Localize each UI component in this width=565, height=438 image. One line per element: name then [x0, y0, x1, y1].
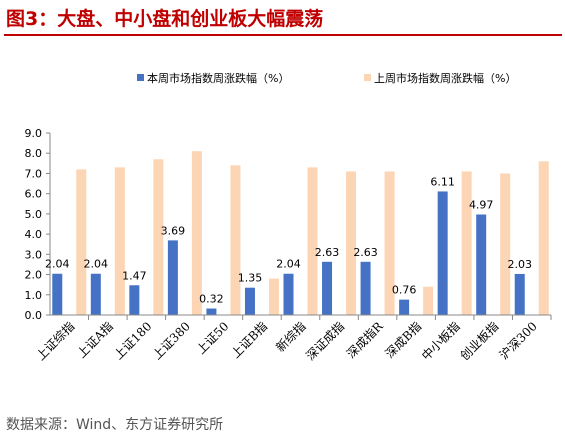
bar-last-week [114, 167, 125, 315]
y-tick-label: 7.0 [25, 167, 43, 180]
bar-this-week [167, 240, 178, 315]
bar-this-week [360, 261, 371, 315]
x-tick-label: 深成指R [343, 318, 386, 361]
bar-last-week [461, 171, 472, 315]
y-tick-label: 4.0 [25, 228, 43, 241]
data-label: 2.03 [507, 258, 532, 271]
data-label: 1.35 [238, 272, 263, 285]
bar-last-week [384, 171, 395, 315]
y-tick-label: 5.0 [25, 208, 43, 221]
data-label: 4.97 [469, 198, 494, 211]
y-tick-label: 2.0 [25, 269, 43, 282]
bar-last-week [76, 169, 87, 315]
x-tick-label: 上证50 [194, 319, 232, 357]
bar-last-week [307, 167, 318, 315]
bar-last-week [153, 159, 164, 315]
data-label: 2.63 [315, 246, 340, 259]
data-label: 0.76 [392, 284, 417, 297]
bar-this-week [399, 299, 410, 315]
x-tick-label: 沪深300 [497, 319, 540, 362]
data-label: 1.47 [122, 269, 147, 282]
bar-this-week [90, 273, 101, 315]
legend-label-1: 上周市场指数周涨跌幅（%） [374, 71, 516, 85]
bar-last-week [423, 286, 434, 315]
y-tick-label: 9.0 [25, 127, 43, 140]
bar-this-week [437, 191, 448, 315]
bar-this-week [514, 273, 525, 315]
x-tick-label: 上证综指 [33, 319, 78, 364]
x-tick-label: 深证成指 [303, 319, 348, 364]
data-label: 2.63 [353, 246, 378, 259]
bar-this-week [283, 273, 294, 315]
source-note: 数据来源：Wind、东方证券研究所 [6, 417, 224, 433]
x-tick-label: 深成B指 [382, 319, 424, 361]
bar-this-week [322, 261, 333, 315]
y-tick-label: 6.0 [25, 188, 43, 201]
bar-this-week [206, 308, 217, 315]
legend-label-0: 本周市场指数周涨跌幅（%） [147, 71, 289, 85]
x-tick-label: 上证180 [111, 319, 154, 362]
bar-last-week [268, 278, 279, 315]
x-tick-label: 上证380 [150, 319, 193, 362]
bar-chart: 本周市场指数周涨跌幅（%） 上周市场指数周涨跌幅（%） 0.0 1.0 2.0 3.0 4.… [25, 71, 552, 364]
x-tick-label: 新综指 [273, 319, 309, 355]
chart-title: 图3：大盘、中小盘和创业板大幅震荡 [6, 8, 324, 30]
bar-last-week [346, 171, 357, 315]
data-label: 2.04 [45, 258, 70, 271]
title-divider [4, 34, 562, 36]
x-tick-label: 中小板指 [418, 319, 463, 364]
data-label: 0.32 [199, 293, 224, 306]
bar-last-week [230, 165, 241, 315]
data-label: 6.11 [430, 175, 455, 188]
data-label: 2.04 [276, 258, 301, 271]
y-tick-label: 1.0 [25, 289, 43, 302]
x-tick-label: 创业板指 [457, 319, 502, 364]
data-label: 2.04 [84, 258, 109, 271]
bar-last-week [191, 151, 202, 315]
bar-last-week [500, 173, 511, 315]
x-tick-label: 上证A指 [74, 319, 116, 361]
bar-this-week [129, 285, 140, 315]
y-tick-label: 0.0 [25, 309, 43, 322]
legend-swatch-1 [364, 74, 371, 81]
x-tick-label: 上证B指 [228, 319, 270, 361]
bar-this-week [52, 273, 63, 315]
bar-this-week [476, 214, 487, 315]
data-label: 3.69 [161, 224, 186, 237]
bar-last-week [538, 161, 549, 315]
legend-swatch-0 [137, 74, 144, 81]
y-tick-label: 8.0 [25, 147, 43, 160]
bar-this-week [244, 287, 255, 315]
y-tick-label: 3.0 [25, 248, 43, 261]
